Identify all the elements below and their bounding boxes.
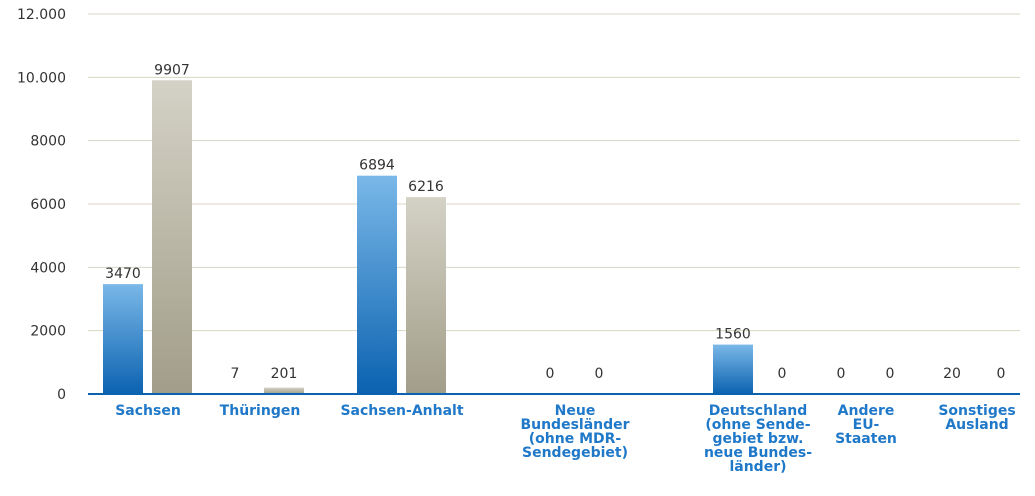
value-label: 6894 [359, 158, 395, 174]
value-label: 6216 [408, 179, 444, 195]
value-label: 0 [778, 366, 787, 382]
bar [103, 284, 143, 394]
value-label: 201 [271, 366, 298, 382]
x-tick-label: Deutschland (ohne Sende- gebiet bzw. neu… [703, 403, 813, 475]
value-label: 3470 [105, 266, 141, 282]
x-tick-label: Sonstiges Ausland [938, 403, 1016, 433]
y-tick-label: 0 [57, 387, 66, 403]
value-label: 1560 [715, 327, 751, 343]
bar [152, 80, 192, 395]
y-tick-label: 10.000 [17, 70, 66, 86]
y-tick-label: 4000 [30, 260, 66, 276]
value-label: 0 [886, 366, 895, 382]
y-tick-label: 8000 [30, 134, 66, 150]
value-label: 0 [546, 366, 555, 382]
bar [264, 387, 304, 394]
x-tick-label: Andere EU- Staaten [835, 403, 897, 447]
y-tick-label: 12.000 [17, 7, 66, 23]
x-tick-label: Sachsen [115, 403, 181, 419]
y-tick-label: 6000 [30, 197, 66, 213]
bar [713, 344, 753, 394]
x-tick-label: Thüringen [219, 403, 301, 419]
value-label: 7 [231, 366, 240, 382]
value-label: 9907 [154, 62, 190, 78]
x-tick-label: Neue Bundesländer (ohne MDR- Sendegebiet… [520, 403, 630, 461]
value-label: 0 [997, 366, 1006, 382]
value-label: 0 [837, 366, 846, 382]
value-label: 0 [595, 366, 604, 382]
y-tick-label: 2000 [30, 324, 66, 340]
bar [406, 197, 446, 394]
value-label: 20 [943, 366, 961, 382]
x-tick-label: Sachsen-Anhalt [340, 403, 464, 419]
bar [357, 175, 397, 394]
